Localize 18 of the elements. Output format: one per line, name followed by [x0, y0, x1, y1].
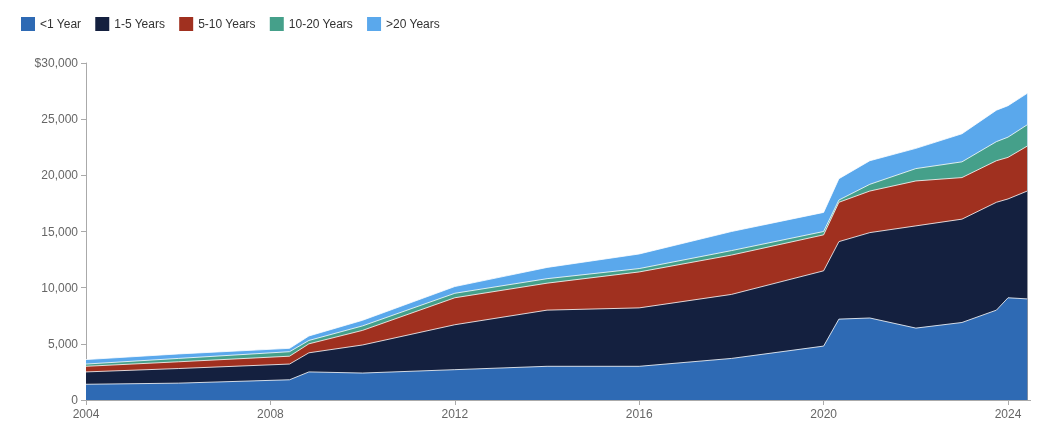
y-tick-label: 5,000 — [47, 336, 79, 351]
y-tick-label: 25,000 — [41, 112, 79, 127]
legend-label: <1 Year — [40, 17, 82, 31]
x-tick-label: 2024 — [994, 407, 1022, 421]
y-tick-label: 15,000 — [41, 224, 79, 239]
legend-label: >20 Years — [386, 17, 440, 31]
x-tick-label: 2020 — [810, 407, 838, 421]
x-tick-label: 2016 — [625, 407, 653, 421]
x-tick-label: 2004 — [72, 407, 100, 421]
x-tick-label: 2012 — [441, 407, 469, 421]
legend-label: 1-5 Years — [114, 17, 165, 31]
x-tick-label: 2008 — [257, 407, 285, 421]
legend-label: 5-10 Years — [198, 17, 256, 31]
y-tick-label: 20,000 — [41, 168, 79, 183]
y-tick-label: 0 — [71, 393, 79, 407]
y-tick-label: $30,000 — [34, 56, 79, 70]
legend-label: 10-20 Years — [288, 17, 353, 31]
y-tick-label: 10,000 — [41, 280, 79, 295]
